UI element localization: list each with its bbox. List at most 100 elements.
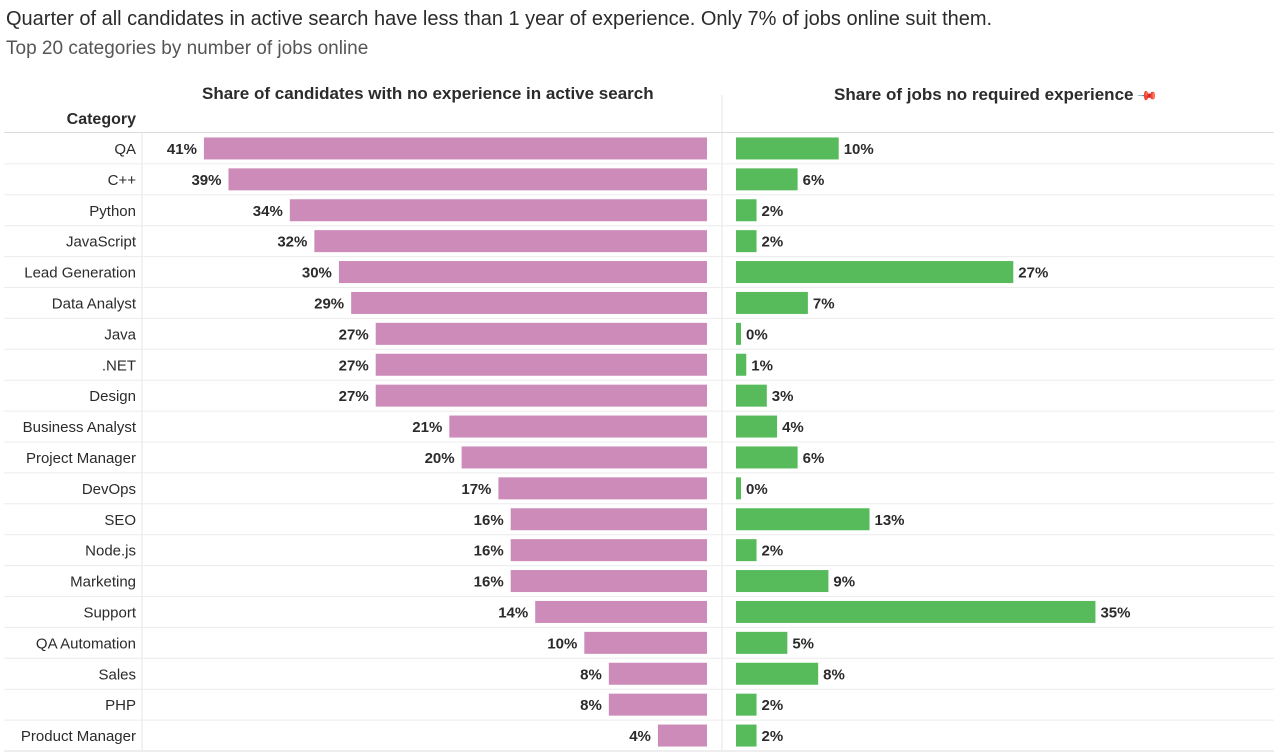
category-label: SEO — [104, 512, 136, 529]
left-bar-label: 34% — [253, 203, 283, 220]
right-bar[interactable] — [736, 539, 757, 562]
left-bar[interactable] — [449, 415, 707, 438]
left-bar[interactable] — [510, 539, 707, 562]
right-bar[interactable] — [736, 508, 870, 531]
right-bar[interactable] — [736, 631, 788, 654]
left-bar-label: 32% — [277, 234, 307, 251]
left-bar-label: 39% — [191, 172, 221, 189]
left-bar[interactable] — [461, 446, 707, 469]
category-label: Python — [89, 203, 136, 220]
category-label: PHP — [105, 697, 136, 714]
right-bar[interactable] — [736, 446, 798, 469]
left-bar-label: 16% — [474, 574, 504, 591]
right-bar[interactable] — [736, 353, 747, 376]
category-label: Support — [83, 604, 136, 621]
right-bar-label: 5% — [792, 635, 814, 652]
right-bar-label: 4% — [782, 419, 804, 436]
category-label: .NET — [102, 357, 136, 374]
left-bar[interactable] — [608, 693, 707, 716]
category-label: DevOps — [82, 481, 136, 498]
category-label: QA Automation — [36, 635, 136, 652]
right-bar-label: 27% — [1018, 265, 1048, 282]
left-bar[interactable] — [498, 477, 707, 500]
right-bar-label: 0% — [746, 326, 768, 343]
left-series-name: Share of candidates with no experience i… — [202, 84, 654, 103]
right-bar[interactable] — [736, 724, 757, 747]
left-panel-title: Share of candidates with no experience i… — [202, 84, 654, 104]
left-bar-label: 10% — [547, 635, 577, 652]
category-label: JavaScript — [66, 234, 137, 251]
left-bar[interactable] — [657, 724, 707, 747]
left-bar-label: 8% — [580, 666, 602, 683]
category-label: C++ — [108, 172, 137, 189]
right-bar-label: 2% — [762, 728, 784, 745]
right-bar-label: 9% — [833, 574, 855, 591]
right-bar[interactable] — [736, 693, 757, 716]
category-label: Sales — [98, 666, 136, 683]
right-bar[interactable] — [736, 168, 798, 191]
chart-subtitle: Top 20 categories by number of jobs onli… — [6, 38, 369, 59]
right-bar[interactable] — [736, 291, 808, 314]
left-bar[interactable] — [289, 199, 707, 222]
category-label: QA — [114, 141, 136, 158]
right-bar-label: 10% — [844, 141, 874, 158]
category-label: Product Manager — [21, 728, 136, 745]
category-label: Marketing — [70, 574, 136, 591]
right-bar-label: 2% — [762, 234, 784, 251]
right-bar[interactable] — [736, 137, 839, 160]
left-bar[interactable] — [375, 384, 707, 407]
left-bar[interactable] — [584, 631, 707, 654]
left-bar[interactable] — [338, 261, 707, 284]
right-bar-label: 6% — [803, 172, 825, 189]
category-label: Java — [104, 326, 136, 343]
category-label: Data Analyst — [52, 295, 137, 312]
right-bar[interactable] — [736, 415, 778, 438]
right-bar-label: 8% — [823, 666, 845, 683]
category-label: Project Manager — [26, 450, 136, 467]
left-bar[interactable] — [314, 230, 707, 253]
right-panel-title: Share of jobs no required experience 📌 — [834, 85, 1159, 107]
right-bar-label: 7% — [813, 295, 835, 312]
left-bar[interactable] — [228, 168, 707, 191]
right-bar[interactable] — [736, 600, 1096, 623]
right-bar[interactable] — [736, 199, 757, 222]
right-bar-label: 1% — [751, 357, 773, 374]
left-bar-label: 20% — [425, 450, 455, 467]
right-bar[interactable] — [736, 261, 1014, 284]
category-label: Lead Generation — [24, 265, 136, 282]
right-bar[interactable] — [736, 570, 829, 593]
left-bar[interactable] — [608, 662, 707, 685]
right-bar[interactable] — [736, 230, 757, 253]
left-bar-label: 27% — [339, 357, 369, 374]
right-bar-label: 2% — [762, 203, 784, 220]
left-bar-label: 16% — [474, 512, 504, 529]
left-bar[interactable] — [535, 600, 707, 623]
left-bar-label: 41% — [167, 141, 197, 158]
left-bar[interactable] — [510, 508, 707, 531]
right-bar-label: 6% — [803, 450, 825, 467]
left-bar[interactable] — [351, 291, 707, 314]
right-bar-label: 2% — [762, 697, 784, 714]
left-bar-label: 27% — [339, 326, 369, 343]
right-bar-label: 0% — [746, 481, 768, 498]
left-bar-label: 16% — [474, 543, 504, 560]
right-bar[interactable] — [736, 662, 819, 685]
left-bar[interactable] — [203, 137, 707, 160]
category-label: Business Analyst — [23, 419, 137, 436]
category-label: Design — [89, 388, 136, 405]
right-bar[interactable] — [736, 477, 741, 500]
left-bar[interactable] — [375, 322, 707, 345]
category-label: Node.js — [85, 543, 136, 560]
left-bar[interactable] — [510, 570, 707, 593]
right-bar[interactable] — [736, 322, 741, 345]
right-series-name: Share of jobs no required experience — [834, 85, 1134, 104]
left-bar-label: 30% — [302, 265, 332, 282]
left-bar-label: 14% — [498, 604, 528, 621]
left-bar-label: 21% — [412, 419, 442, 436]
right-bar-label: 13% — [875, 512, 905, 529]
left-bar-label: 29% — [314, 295, 344, 312]
right-bar[interactable] — [736, 384, 767, 407]
left-bar[interactable] — [375, 353, 707, 376]
left-bar-label: 27% — [339, 388, 369, 405]
